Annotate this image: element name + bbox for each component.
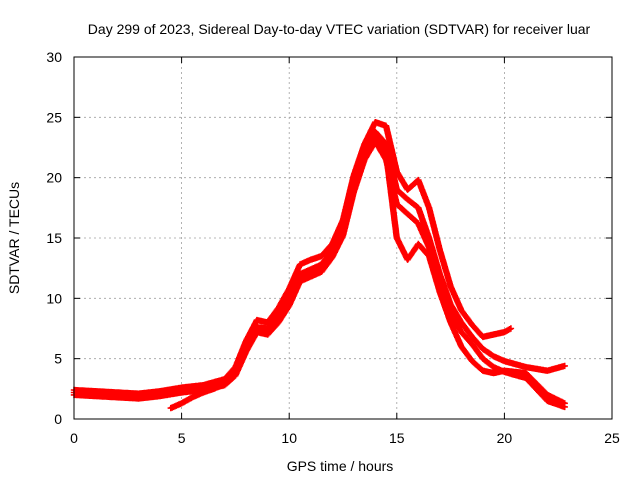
x-tick-label: 5 [178, 430, 186, 446]
x-tick-label: 25 [604, 430, 620, 446]
y-tick-label: 10 [46, 290, 62, 306]
series-markers [167, 132, 568, 412]
x-tick-label: 10 [281, 430, 297, 446]
series-track-3 [70, 138, 568, 411]
y-tick-label: 25 [46, 109, 62, 125]
series-markers [70, 119, 515, 397]
y-tick-label: 0 [54, 411, 62, 427]
x-tick-label: 15 [389, 430, 405, 446]
y-tick-label: 15 [46, 230, 62, 246]
axis-ticks: 0 5 10 15 20 25 0 5 10 15 20 25 30 [46, 49, 620, 446]
series-track-1 [70, 119, 515, 397]
series-markers [70, 138, 568, 411]
series-track-4 [167, 132, 568, 412]
y-tick-label: 30 [46, 49, 62, 65]
x-tick-label: 0 [70, 430, 78, 446]
x-tick-label: 20 [497, 430, 513, 446]
x-axis-label: GPS time / hours [287, 458, 394, 474]
y-axis-label: SDTVAR / TECUs [6, 182, 22, 294]
y-tick-label: 20 [46, 170, 62, 186]
data-points [70, 119, 568, 412]
chart-title: Day 299 of 2023, Sidereal Day-to-day VTE… [88, 21, 591, 37]
y-tick-label: 5 [54, 351, 62, 367]
